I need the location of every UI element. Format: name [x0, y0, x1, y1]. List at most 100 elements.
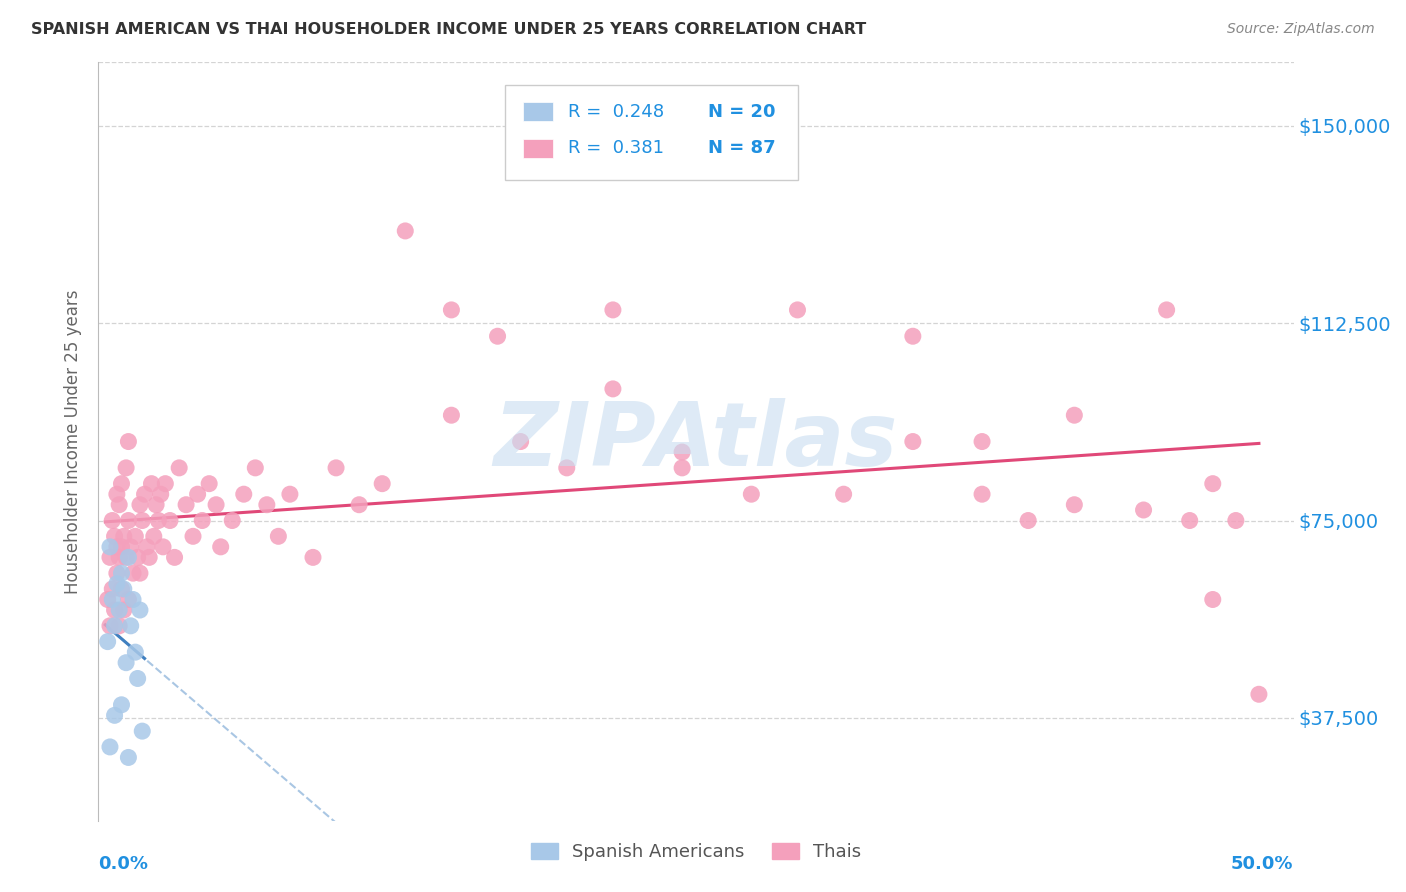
FancyBboxPatch shape — [523, 103, 553, 121]
Point — [127, 672, 149, 686]
Point — [129, 603, 152, 617]
Point — [122, 592, 145, 607]
Point — [155, 476, 177, 491]
Point — [1063, 408, 1085, 422]
Point — [221, 514, 243, 528]
Point — [163, 550, 186, 565]
Point — [371, 476, 394, 491]
Point — [108, 603, 131, 617]
Point — [98, 550, 121, 565]
Point — [124, 529, 146, 543]
Point — [1178, 514, 1201, 528]
Point — [112, 582, 135, 596]
Point — [112, 529, 135, 543]
Point — [671, 461, 693, 475]
Point — [232, 487, 254, 501]
Point — [117, 550, 139, 565]
Point — [970, 487, 993, 501]
Point — [110, 566, 132, 581]
Point — [152, 540, 174, 554]
Point — [187, 487, 209, 501]
Point — [325, 461, 347, 475]
Point — [131, 514, 153, 528]
Point — [101, 592, 124, 607]
Point — [115, 550, 138, 565]
Point — [209, 540, 232, 554]
Text: Source: ZipAtlas.com: Source: ZipAtlas.com — [1227, 22, 1375, 37]
Point — [602, 382, 624, 396]
Point — [1247, 687, 1270, 701]
Point — [105, 576, 128, 591]
Point — [205, 498, 228, 512]
Text: N = 20: N = 20 — [709, 103, 776, 120]
Text: 50.0%: 50.0% — [1232, 855, 1294, 872]
Point — [486, 329, 509, 343]
Point — [1202, 476, 1225, 491]
Point — [101, 514, 124, 528]
Point — [103, 529, 125, 543]
Point — [103, 603, 125, 617]
Point — [122, 566, 145, 581]
Point — [970, 434, 993, 449]
Point — [509, 434, 531, 449]
Point — [117, 434, 139, 449]
Point — [105, 487, 128, 501]
Point — [1063, 498, 1085, 512]
Point — [832, 487, 855, 501]
Point — [245, 461, 267, 475]
Point — [191, 514, 214, 528]
Text: SPANISH AMERICAN VS THAI HOUSEHOLDER INCOME UNDER 25 YEARS CORRELATION CHART: SPANISH AMERICAN VS THAI HOUSEHOLDER INC… — [31, 22, 866, 37]
Point — [302, 550, 325, 565]
Point — [124, 645, 146, 659]
Point — [129, 566, 152, 581]
Point — [117, 592, 139, 607]
Point — [108, 619, 131, 633]
Text: R =  0.248: R = 0.248 — [568, 103, 664, 120]
Point — [440, 408, 463, 422]
Point — [127, 550, 149, 565]
Point — [901, 329, 924, 343]
Point — [117, 750, 139, 764]
Point — [98, 739, 121, 754]
Point — [110, 540, 132, 554]
Point — [394, 224, 416, 238]
Point — [142, 529, 165, 543]
Text: R =  0.381: R = 0.381 — [568, 139, 664, 157]
Point — [129, 498, 152, 512]
Point — [115, 656, 138, 670]
Point — [115, 461, 138, 475]
Point — [786, 302, 808, 317]
Point — [103, 708, 125, 723]
Text: 0.0%: 0.0% — [98, 855, 149, 872]
Text: N = 87: N = 87 — [709, 139, 776, 157]
Point — [198, 476, 221, 491]
Point — [98, 619, 121, 633]
Point — [103, 619, 125, 633]
Y-axis label: Householder Income Under 25 years: Householder Income Under 25 years — [65, 289, 83, 594]
Point — [267, 529, 290, 543]
Point — [145, 498, 167, 512]
Point — [181, 529, 204, 543]
Point — [159, 514, 181, 528]
Point — [347, 498, 370, 512]
Text: ZIPAtlas: ZIPAtlas — [494, 398, 898, 485]
Point — [149, 487, 172, 501]
Point — [148, 514, 170, 528]
Point — [105, 566, 128, 581]
Point — [97, 634, 120, 648]
FancyBboxPatch shape — [505, 85, 797, 180]
FancyBboxPatch shape — [523, 138, 553, 158]
Point — [256, 498, 278, 512]
Point — [108, 550, 131, 565]
Point — [1225, 514, 1247, 528]
Point — [1156, 302, 1178, 317]
Point — [167, 461, 190, 475]
Legend: Spanish Americans, Thais: Spanish Americans, Thais — [523, 836, 869, 869]
Point — [110, 582, 132, 596]
Point — [105, 540, 128, 554]
Point — [97, 592, 120, 607]
Point — [740, 487, 762, 501]
Point — [440, 302, 463, 317]
Point — [110, 698, 132, 712]
Point — [135, 540, 157, 554]
